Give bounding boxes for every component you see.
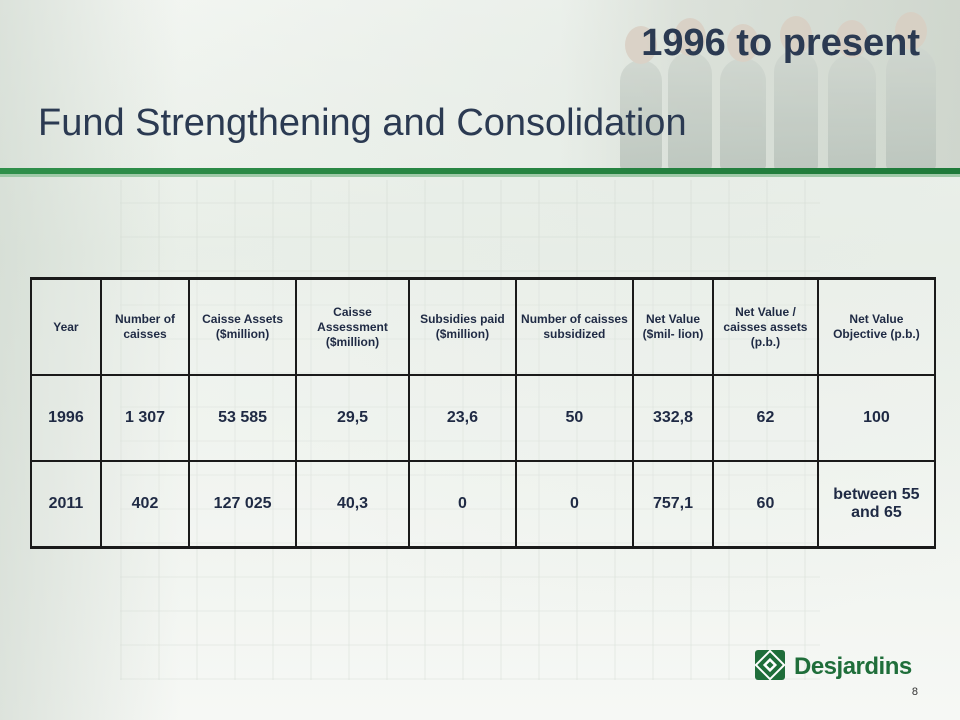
table-header-row: Year Number of caisses Caisse Assets ($m… — [30, 277, 937, 376]
person-figure — [668, 18, 712, 170]
table-cell: between 55 and 65 — [816, 460, 937, 549]
table-cell: 402 — [99, 460, 191, 549]
table-cell: 100 — [816, 374, 937, 462]
period-title: 1996 to present — [641, 22, 920, 64]
table-cell: 0 — [408, 460, 517, 549]
table-cell: 62 — [712, 374, 819, 462]
header-photo-people — [560, 0, 960, 170]
table-cell: 29,5 — [295, 374, 411, 462]
header-caisses-subsidized: Number of caisses subsidized — [514, 277, 634, 376]
table-cell: 757,1 — [631, 460, 715, 549]
table-cell: 50 — [514, 374, 634, 462]
header-subsidies-paid: Subsidies paid ($million) — [408, 277, 517, 376]
desjardins-logo: Desjardins — [754, 647, 930, 687]
header-net-value-objective: Net Value Objective (p.b.) — [816, 277, 937, 376]
table-cell: 60 — [712, 460, 819, 549]
table-cell: 23,6 — [408, 374, 517, 462]
table-cell: 2011 — [30, 460, 102, 549]
table-cell: 0 — [514, 460, 634, 549]
header-year: Year — [30, 277, 102, 376]
header-net-value-ratio: Net Value / caisses assets (p.b.) — [712, 277, 819, 376]
fund-data-table: Year Number of caisses Caisse Assets ($m… — [30, 277, 937, 549]
table-row: 1996 1 307 53 585 29,5 23,6 50 332,8 62 … — [30, 374, 937, 462]
header-accent-bar-light — [0, 174, 960, 177]
table-row: 2011 402 127 025 40,3 0 0 757,1 60 betwe… — [30, 460, 937, 549]
table-cell: 127 025 — [188, 460, 298, 549]
page-number: 8 — [911, 686, 918, 698]
table-cell: 40,3 — [295, 460, 411, 549]
table-cell: 53 585 — [188, 374, 298, 462]
header-accent-bar — [0, 168, 960, 174]
desjardins-logo-text: Desjardins — [794, 653, 912, 680]
person-figure — [886, 12, 936, 170]
header-caisse-assets: Caisse Assets ($million) — [188, 277, 298, 376]
header-number-of-caisses: Number of caisses — [99, 277, 191, 376]
person-figure — [720, 24, 766, 170]
header-caisse-assessment: Caisse Assessment ($million) — [295, 277, 411, 376]
slide-title: Fund Strengthening and Consolidation — [38, 102, 687, 144]
person-figure — [774, 16, 818, 170]
table-cell: 332,8 — [631, 374, 715, 462]
header-net-value: Net Value ($mil- lion) — [631, 277, 715, 376]
table-cell: 1 307 — [99, 374, 191, 462]
person-figure — [828, 20, 876, 170]
person-figure — [620, 26, 662, 170]
desjardins-logo-icon — [754, 649, 786, 681]
table-cell: 1996 — [30, 374, 102, 462]
